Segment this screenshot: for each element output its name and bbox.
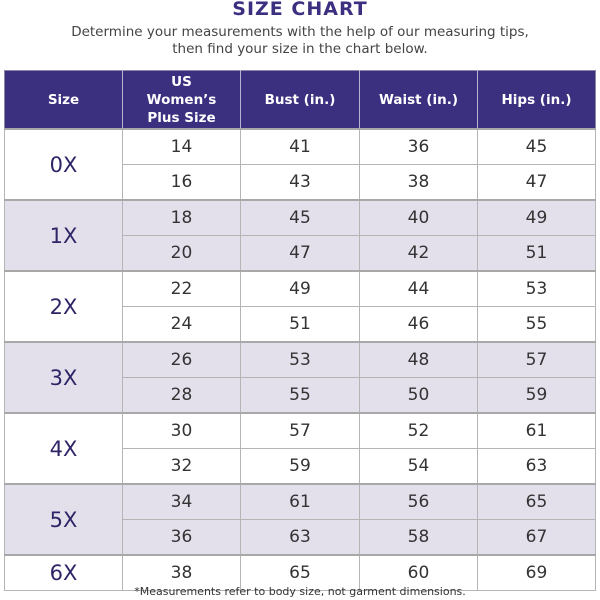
table-row: 36 63 58 67 (5, 519, 596, 556)
size-cell: 4X (4, 412, 123, 485)
bust-cell: 61 (240, 483, 360, 520)
table-row: 2X 22 49 44 53 (4, 270, 596, 343)
table-row: 20 47 42 51 (5, 235, 596, 272)
waist-cell: 50 (359, 377, 478, 414)
waist-cell: 46 (359, 306, 478, 343)
us-size-cell: 34 (122, 483, 241, 520)
table-row: 32 59 54 63 (5, 448, 596, 485)
page-title: SIZE CHART (232, 0, 368, 20)
us-size-cell: 24 (122, 306, 241, 343)
hips-cell: 55 (477, 306, 596, 343)
size-cell: 6X (4, 554, 123, 591)
us-size-cell: 26 (122, 341, 241, 378)
hips-cell: 57 (477, 341, 596, 378)
us-size-cell: 28 (122, 377, 241, 414)
header-hips: Hips (in.) (477, 70, 596, 129)
header-row: Size US Women’s Plus Size Bust (in.) Wai… (4, 70, 596, 129)
header-size: Size (4, 70, 123, 129)
hips-cell: 53 (477, 270, 596, 307)
waist-cell: 44 (359, 270, 478, 307)
size-cell: 1X (4, 199, 123, 272)
table-row: 6X 38 65 60 69 (4, 554, 596, 591)
footnote: *Measurements refer to body size, not ga… (134, 585, 466, 598)
size-cell: 3X (4, 341, 123, 414)
header-bust: Bust (in.) (240, 70, 360, 129)
waist-cell: 56 (359, 483, 478, 520)
table-row: 24 51 46 55 (5, 306, 596, 343)
us-size-cell: 16 (122, 164, 241, 201)
table-row: 1X 18 45 40 49 (4, 199, 596, 272)
hips-cell: 63 (477, 448, 596, 485)
table-row: 28 55 50 59 (5, 377, 596, 414)
bust-cell: 51 (240, 306, 360, 343)
size-cell: 0X (4, 128, 123, 201)
waist-cell: 40 (359, 199, 478, 236)
table-row: 0X 14 41 36 45 (4, 128, 596, 201)
us-size-cell: 30 (122, 412, 241, 449)
bust-cell: 43 (240, 164, 360, 201)
waist-cell: 60 (359, 554, 478, 591)
table-row: 5X 34 61 56 65 (4, 483, 596, 556)
waist-cell: 48 (359, 341, 478, 378)
header-waist: Waist (in.) (359, 70, 478, 129)
bust-cell: 45 (240, 199, 360, 236)
size-cell: 5X (4, 483, 123, 556)
size-cell: 2X (4, 270, 123, 343)
us-size-cell: 20 (122, 235, 241, 272)
hips-cell: 51 (477, 235, 596, 272)
subtitle: Determine your measurements with the hel… (0, 24, 600, 58)
bust-cell: 57 (240, 412, 360, 449)
hips-cell: 49 (477, 199, 596, 236)
us-size-cell: 18 (122, 199, 241, 236)
bust-cell: 63 (240, 519, 360, 556)
bust-cell: 65 (240, 554, 360, 591)
bust-cell: 55 (240, 377, 360, 414)
bust-cell: 59 (240, 448, 360, 485)
us-size-cell: 32 (122, 448, 241, 485)
table-row: 16 43 38 47 (5, 164, 596, 201)
size-chart-table: Size US Women’s Plus Size Bust (in.) Wai… (4, 70, 596, 591)
hips-cell: 67 (477, 519, 596, 556)
hips-cell: 45 (477, 128, 596, 165)
subtitle-line: then find your size in the chart below. (172, 41, 428, 57)
table-row: 3X 26 53 48 57 (4, 341, 596, 414)
waist-cell: 38 (359, 164, 478, 201)
bust-cell: 49 (240, 270, 360, 307)
hips-cell: 65 (477, 483, 596, 520)
header-us-size: US Women’s Plus Size (122, 70, 241, 129)
waist-cell: 52 (359, 412, 478, 449)
table-row: 4X 30 57 52 61 (4, 412, 596, 485)
us-size-cell: 22 (122, 270, 241, 307)
waist-cell: 42 (359, 235, 478, 272)
waist-cell: 58 (359, 519, 478, 556)
waist-cell: 36 (359, 128, 478, 165)
bust-cell: 47 (240, 235, 360, 272)
bust-cell: 53 (240, 341, 360, 378)
us-size-cell: 14 (122, 128, 241, 165)
hips-cell: 59 (477, 377, 596, 414)
waist-cell: 54 (359, 448, 478, 485)
bust-cell: 41 (240, 128, 360, 165)
us-size-cell: 38 (122, 554, 241, 591)
hips-cell: 69 (477, 554, 596, 591)
subtitle-line: Determine your measurements with the hel… (71, 24, 529, 40)
hips-cell: 47 (477, 164, 596, 201)
hips-cell: 61 (477, 412, 596, 449)
us-size-cell: 36 (122, 519, 241, 556)
